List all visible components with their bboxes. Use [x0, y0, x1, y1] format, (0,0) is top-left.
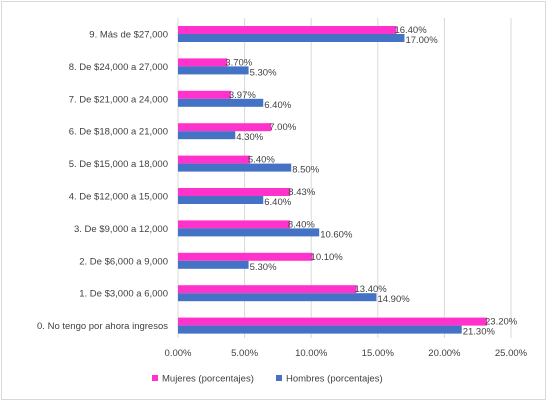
legend-label-mujeres: Mujeres (porcentajes)	[162, 374, 254, 385]
category-label: 6. De $18,000 a 21,000	[69, 127, 168, 138]
category-label: 7. De $21,000 a 24,000	[69, 94, 168, 105]
x-tick-label: 20.00%	[428, 348, 461, 359]
bar-mujeres	[178, 123, 272, 132]
category-label: 9. Más de $27,000	[89, 30, 168, 41]
bar-hombres	[178, 260, 249, 269]
data-label-hombres: 6.40%	[264, 197, 291, 208]
data-label-mujeres: 13.40%	[354, 284, 387, 295]
category-label: 8. De $24,000 a 27,000	[69, 62, 168, 73]
bar-hombres	[178, 34, 405, 42]
x-tick-label: 15.00%	[362, 348, 395, 359]
bar-mujeres	[178, 58, 228, 67]
bar-hombres	[178, 196, 264, 204]
legend-label-hombres: Hombres (porcentajes)	[286, 374, 383, 385]
data-label-hombres: 4.30%	[236, 132, 263, 143]
legend-swatch-mujeres	[152, 375, 158, 381]
bar-mujeres	[178, 252, 313, 261]
category-label: 5. De $15,000 a 18,000	[69, 159, 168, 170]
data-label-hombres: 5.30%	[250, 67, 277, 78]
x-tick-label: 10.00%	[295, 348, 328, 359]
data-label-mujeres: 23.20%	[485, 317, 518, 328]
x-tick-label: 0.00%	[165, 348, 192, 359]
x-tick-label: 5.00%	[231, 348, 258, 359]
x-tick-label: 25.00%	[495, 348, 528, 359]
bar-hombres	[178, 131, 236, 140]
bar-hombres	[178, 228, 320, 237]
data-label-hombres: 14.90%	[377, 294, 410, 305]
data-label-hombres: 8.50%	[292, 165, 319, 176]
category-label: 0. No tengo por ahora ingresos	[37, 321, 168, 332]
data-label-hombres: 10.60%	[320, 229, 353, 240]
data-label-mujeres: 3.70%	[225, 57, 252, 68]
data-label-hombres: 21.30%	[463, 327, 496, 338]
data-label-mujeres: 3.97%	[229, 90, 256, 101]
bar-mujeres	[178, 317, 488, 326]
data-label-mujeres: 10.10%	[311, 252, 344, 263]
data-label-mujeres: 7.00%	[269, 122, 296, 133]
bar-hombres	[178, 163, 292, 172]
category-label: 4. De $12,000 a 15,000	[69, 192, 168, 203]
bar-hombres	[178, 293, 377, 302]
bar-hombres	[178, 66, 249, 75]
bar-mujeres	[178, 155, 250, 164]
bar-mujeres	[178, 26, 397, 34]
bar-mujeres	[178, 220, 290, 229]
data-label-mujeres: 16.40%	[394, 25, 427, 36]
bar-mujeres	[178, 90, 231, 99]
bar-hombres	[178, 98, 264, 107]
bar-mujeres	[178, 285, 357, 294]
legend-swatch-hombres	[276, 375, 282, 381]
bar-hombres	[178, 325, 462, 334]
category-label: 1. De $3,000 a 6,000	[79, 289, 168, 300]
data-label-hombres: 6.40%	[264, 100, 291, 111]
category-label: 2. De $6,000 a 9,000	[79, 256, 168, 267]
data-label-mujeres: 8.40%	[288, 219, 315, 230]
category-label: 3. De $9,000 a 12,000	[74, 224, 168, 235]
data-label-mujeres: 8.43%	[288, 187, 315, 198]
data-label-hombres: 17.00%	[405, 35, 438, 46]
bar-mujeres	[178, 188, 291, 196]
data-label-hombres: 5.30%	[250, 262, 277, 273]
data-label-mujeres: 5.40%	[248, 155, 275, 166]
